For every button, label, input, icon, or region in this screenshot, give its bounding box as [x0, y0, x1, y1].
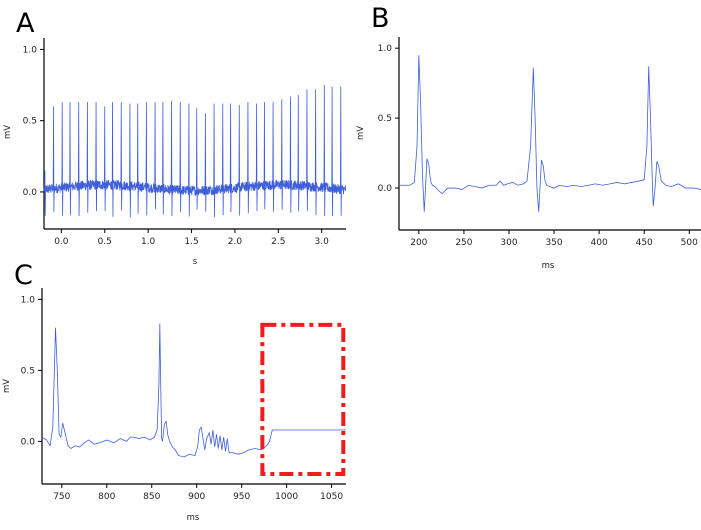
panel-b-ticks: 200 250 300 350 400 450 500 0.0 0.5 1.0: [378, 44, 698, 248]
panel-c-x-tick-label: 750: [53, 492, 70, 502]
panel-b-x-tick-label: 400: [591, 238, 608, 248]
panel-c-x-tick-label: 850: [143, 492, 160, 502]
panel-a-x-tick-label: 2.0: [228, 237, 243, 247]
panel-b-y-tick-label: 1.0: [378, 44, 393, 54]
panel-b-x-tick-label: 250: [455, 238, 472, 248]
panel-b-x-tick-label: 350: [545, 238, 562, 248]
panel-c-x-tick-label: 950: [233, 492, 250, 502]
panel-b-y-tick-label: 0.0: [378, 184, 393, 194]
panel-c-x-label: ms: [187, 513, 200, 523]
signal-loss-highlight-box: [260, 322, 346, 477]
panel-c-y-tick-label: 1.0: [21, 295, 36, 305]
panel-c-y-label: mV: [2, 379, 12, 393]
panel-b-ecg-trace: [399, 55, 701, 212]
panel-a-x-label: s: [193, 257, 198, 267]
panel-b-x-label: ms: [542, 261, 555, 271]
panel-a-x-tick-label: 1.0: [141, 237, 156, 247]
panel-c-x-tick-label: 800: [98, 492, 115, 502]
panel-b-x-tick-label: 200: [410, 238, 427, 248]
panel-c-y-tick-label: 0.0: [21, 437, 36, 447]
panel-a: A mV s 0.0 0.5 1.0 1.5 2.0 2.5 3.0 0.0 0.5 1.0: [3, 8, 347, 267]
panel-c-ticks: 750 800 850 900 950 1000 1050 0.0 0.5 1.0: [21, 295, 344, 502]
panel-c-ecg-trace: [41, 323, 346, 458]
panel-b-x-tick-label: 450: [636, 238, 653, 248]
panel-a-ecg-trace: [43, 85, 347, 218]
panel-a-letter: A: [16, 8, 35, 39]
panel-a-x-tick-label: 0.5: [98, 237, 112, 247]
panel-a-y-tick-label: 0.0: [23, 188, 38, 198]
panel-c-x-tick-label: 900: [188, 492, 205, 502]
panel-b: B mV ms 200 250 300 350 400 450 500 0.0 0.5 1.0: [356, 3, 701, 271]
panel-b-y-label: mV: [356, 126, 366, 140]
panel-c-letter: C: [14, 260, 33, 291]
panel-b-x-tick-label: 300: [500, 238, 517, 248]
panel-b-y-tick-label: 0.5: [378, 114, 392, 124]
panel-a-ticks: 0.0 0.5 1.0 1.5 2.0 2.5 3.0 0.0 0.5 1.0: [23, 45, 329, 247]
panel-a-y-label: mV: [3, 125, 13, 139]
panel-b-letter: B: [371, 3, 390, 34]
panel-a-x-tick-label: 3.0: [315, 237, 330, 247]
panel-c: C mV ms 750 800 850 900 950 1000 1050 0.0 0.5 1.0: [2, 260, 346, 523]
panel-a-x-tick-label: 2.5: [271, 237, 285, 247]
panel-a-x-tick-label: 0.0: [54, 237, 69, 247]
panel-b-x-tick-label: 500: [681, 238, 698, 248]
panel-c-x-tick-label: 1000: [275, 492, 298, 502]
panel-c-x-tick-label: 1050: [320, 492, 343, 502]
panel-a-y-tick-label: 1.0: [23, 45, 38, 55]
panel-c-y-tick-label: 0.5: [21, 366, 35, 376]
panel-a-y-tick-label: 0.5: [23, 117, 37, 127]
panel-a-x-tick-label: 1.5: [184, 237, 198, 247]
